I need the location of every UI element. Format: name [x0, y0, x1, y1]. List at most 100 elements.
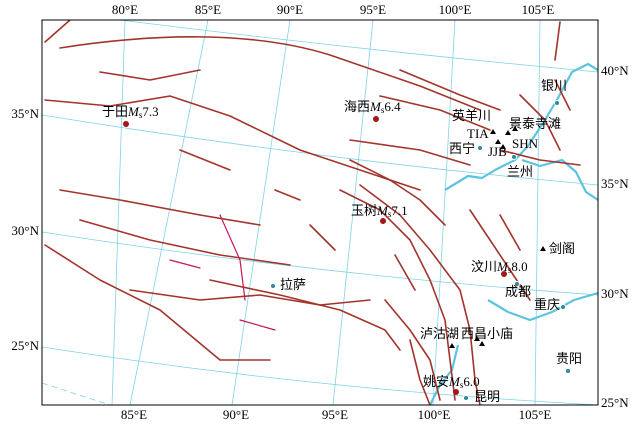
epicentre: [123, 121, 129, 127]
fault: [384, 299, 441, 401]
station-marker: [474, 336, 480, 341]
magnitude-symbol: M: [127, 104, 140, 119]
fault: [394, 254, 416, 291]
station-marker: [540, 246, 546, 251]
station-labels: 英羊川 景泰 寺滩 TIA SHN JJB 剑阁 泸沽湖 西昌 小庙: [420, 108, 575, 341]
city-label: 银川: [541, 78, 567, 93]
magnitude-sub: s: [388, 209, 392, 219]
lon-label: 90°E: [223, 407, 249, 422]
lon-label: 95°E: [360, 2, 386, 17]
earthquake-label: 于田Ms7.3: [102, 104, 159, 120]
lon-label: 85°E: [195, 2, 221, 17]
fault: [379, 95, 491, 131]
magnitude-sub: s: [508, 265, 512, 275]
lon-label: 90°E: [277, 2, 303, 17]
river: [487, 291, 598, 322]
city-label: 兰州: [507, 164, 533, 179]
fault: [79, 219, 291, 266]
fault: [499, 214, 521, 251]
river: [444, 62, 598, 191]
magnitude: 7.1: [391, 203, 407, 218]
map-body: [42, 20, 598, 405]
epicentre: [380, 218, 386, 224]
city-marker: [514, 281, 520, 287]
fault: [519, 94, 561, 151]
graticule: [42, 20, 598, 405]
magnitude: 6.0: [463, 374, 479, 389]
station-label: 英羊川: [452, 108, 491, 123]
city-marker: [565, 368, 571, 374]
city-marker: [560, 304, 566, 310]
fault: [129, 289, 371, 306]
lon-label: 80°E: [112, 2, 138, 17]
place: 于田: [102, 104, 128, 119]
lat-label: 30°N: [601, 286, 629, 301]
station-label: SHN: [512, 136, 539, 151]
magnitude-sub: s: [139, 110, 143, 120]
fault: [44, 95, 421, 191]
place: 海西: [344, 99, 370, 114]
epicentre: [501, 271, 507, 277]
rivers: [429, 62, 598, 405]
fault: [239, 319, 276, 331]
fault: [409, 339, 431, 405]
magnitude: 6.4: [384, 99, 401, 114]
epicentre: [373, 116, 379, 122]
fault: [554, 21, 561, 61]
faults: [44, 20, 581, 405]
station-marker: [512, 126, 518, 131]
station-marker: [495, 139, 501, 144]
meridian: [111, 20, 126, 405]
lon-label: 85°E: [121, 407, 147, 422]
fault: [399, 69, 501, 111]
place: 玉树: [351, 203, 377, 218]
epicentres: [123, 116, 507, 395]
lat-label: 40°N: [601, 63, 629, 78]
place: 汶川: [471, 259, 497, 274]
city-label: 昆明: [474, 389, 500, 404]
fault: [359, 184, 481, 405]
earthquake-label: 海西Ms6.4: [344, 99, 401, 115]
station-marker: [479, 341, 485, 346]
parallel: [119, 20, 598, 73]
city-label: 重庆: [534, 297, 560, 312]
earthquake-label: 姚安Ms6.0: [423, 374, 480, 390]
place: 姚安: [423, 374, 449, 389]
fault: [209, 279, 401, 351]
magnitude-symbol: M: [376, 203, 389, 218]
stations: [449, 126, 546, 348]
fault: [309, 224, 336, 251]
station-marker: [500, 144, 506, 149]
magnitude: 8.0: [511, 259, 527, 274]
river: [429, 344, 460, 405]
fault: [44, 244, 271, 361]
city-label: 西宁: [449, 141, 475, 156]
magnitude-sub: s: [460, 380, 464, 390]
fault: [59, 36, 481, 111]
city-label: 拉萨: [280, 277, 306, 292]
station-label: 泸沽湖: [420, 326, 459, 341]
magnitude: 7.3: [142, 104, 158, 119]
station-label: JJB: [488, 144, 507, 159]
city-marker: [463, 395, 469, 401]
lon-label: 100°E: [418, 407, 451, 422]
earthquake-label: 汶川Ms8.0: [471, 259, 528, 275]
station-label: 景泰: [509, 116, 535, 131]
lat-label: 35°N: [601, 176, 629, 191]
boundary: [42, 382, 111, 405]
station-label: TIA: [467, 126, 489, 141]
coordinate-labels: 80°E 85°E 90°E 95°E 100°E 105°E 85°E 90°…: [11, 2, 629, 422]
parallel: [42, 114, 598, 186]
fault: [59, 189, 261, 226]
cities: [270, 100, 571, 401]
city-marker: [511, 154, 517, 160]
fault: [179, 149, 231, 171]
city-labels: 银川 西宁 兰州 拉萨 成都 重庆 贵阳 昆明: [280, 78, 582, 404]
city-marker: [270, 283, 276, 289]
city-marker: [477, 145, 483, 151]
fault: [349, 139, 471, 166]
station-marker: [490, 129, 496, 134]
fault: [339, 189, 456, 401]
city-marker: [554, 100, 560, 106]
